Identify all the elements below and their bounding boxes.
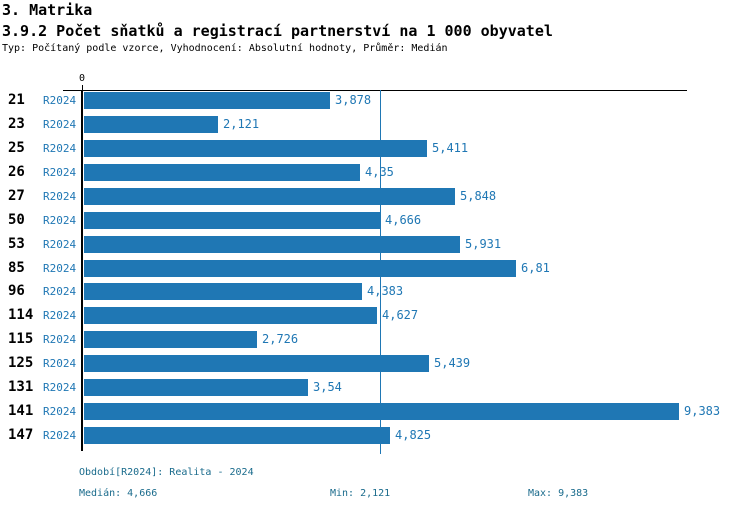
chart-row: 115 R2024 2,726 <box>0 331 750 348</box>
chart-row: 147 R2024 4,825 <box>0 427 750 444</box>
chart-row: 96 R2024 4,383 <box>0 283 750 300</box>
row-category-label: 115 <box>8 331 34 347</box>
chart-row: 21 R2024 3,878 <box>0 92 750 109</box>
row-series-label: R2024 <box>43 381 77 394</box>
bar-value-label: 9,383 <box>684 404 721 418</box>
row-series-label: R2024 <box>43 285 77 298</box>
bar-value-label: 3,54 <box>313 380 342 394</box>
bar <box>84 331 257 348</box>
bar-value-label: 5,411 <box>432 141 469 155</box>
chart-row: 23 R2024 2,121 <box>0 116 750 133</box>
x-axis-zero-tick <box>82 85 83 90</box>
bar <box>84 403 679 420</box>
chart-subtitle: Typ: Počítaný podle vzorce, Vyhodnocení:… <box>2 43 448 54</box>
row-series-label: R2024 <box>43 262 77 275</box>
row-category-label: 50 <box>8 212 25 228</box>
bar-value-label: 4,825 <box>395 428 432 442</box>
row-series-label: R2024 <box>43 357 77 370</box>
bar-value-label: 2,726 <box>262 332 299 346</box>
row-series-label: R2024 <box>43 166 77 179</box>
bar-value-label: 5,848 <box>460 189 497 203</box>
row-category-label: 26 <box>8 164 25 180</box>
row-series-label: R2024 <box>43 333 77 346</box>
footer-max: Max: 9,383 <box>528 488 589 499</box>
bar-value-label: 3,878 <box>335 93 372 107</box>
row-category-label: 125 <box>8 355 34 371</box>
bar <box>84 140 427 157</box>
row-category-label: 27 <box>8 188 25 204</box>
bar <box>84 355 429 372</box>
bar-value-label: 5,931 <box>465 237 502 251</box>
row-category-label: 23 <box>8 116 25 132</box>
chart-row: 131 R2024 3,54 <box>0 379 750 396</box>
row-series-label: R2024 <box>43 429 77 442</box>
row-category-label: 21 <box>8 92 25 108</box>
chart-row: 53 R2024 5,931 <box>0 236 750 253</box>
chart-row: 26 R2024 4,35 <box>0 164 750 181</box>
bar <box>84 188 455 205</box>
row-category-label: 53 <box>8 236 25 252</box>
row-series-label: R2024 <box>43 238 77 251</box>
x-axis-zero-tick-label: 0 <box>78 73 86 84</box>
x-axis-line <box>63 90 687 91</box>
bar-value-label: 6,81 <box>521 261 550 275</box>
y-axis-line <box>81 90 83 451</box>
row-category-label: 147 <box>8 427 34 443</box>
bar <box>84 283 362 300</box>
row-series-label: R2024 <box>43 405 77 418</box>
row-category-label: 96 <box>8 283 25 299</box>
bar <box>84 379 308 396</box>
row-category-label: 25 <box>8 140 25 156</box>
chart-row: 125 R2024 5,439 <box>0 355 750 372</box>
bar-value-label: 4,383 <box>367 284 404 298</box>
footer-median: Medián: 4,666 <box>79 488 158 499</box>
chart-title: 3.9.2 Počet sňatků a registrací partners… <box>2 22 553 40</box>
row-category-label: 114 <box>8 307 34 323</box>
row-category-label: 85 <box>8 260 25 276</box>
footer-min: Min: 2,121 <box>330 488 391 499</box>
row-category-label: 141 <box>8 403 34 419</box>
section-title: 3. Matrika <box>2 1 93 19</box>
chart-row: 85 R2024 6,81 <box>0 260 750 277</box>
bar <box>84 427 390 444</box>
bar <box>84 212 380 229</box>
row-series-label: R2024 <box>43 190 77 203</box>
bar-value-label: 4,627 <box>382 308 419 322</box>
bar <box>84 236 460 253</box>
row-series-label: R2024 <box>43 309 77 322</box>
chart-row: 27 R2024 5,848 <box>0 188 750 205</box>
chart-row: 114 R2024 4,627 <box>0 307 750 324</box>
bar <box>84 116 218 133</box>
bar <box>84 260 516 277</box>
bar <box>84 307 377 324</box>
chart-row: 25 R2024 5,411 <box>0 140 750 157</box>
bar-value-label: 5,439 <box>434 356 471 370</box>
row-series-label: R2024 <box>43 142 77 155</box>
row-series-label: R2024 <box>43 94 77 107</box>
row-series-label: R2024 <box>43 214 77 227</box>
bar <box>84 92 330 109</box>
bar-value-label: 4,666 <box>385 213 422 227</box>
bar-value-label: 2,121 <box>223 117 260 131</box>
footer-period: Období[R2024]: Realita - 2024 <box>79 467 254 478</box>
chart-row: 50 R2024 4,666 <box>0 212 750 229</box>
row-series-label: R2024 <box>43 118 77 131</box>
chart-row: 141 R2024 9,383 <box>0 403 750 420</box>
row-category-label: 131 <box>8 379 34 395</box>
bar <box>84 164 360 181</box>
bar-value-label: 4,35 <box>365 165 394 179</box>
